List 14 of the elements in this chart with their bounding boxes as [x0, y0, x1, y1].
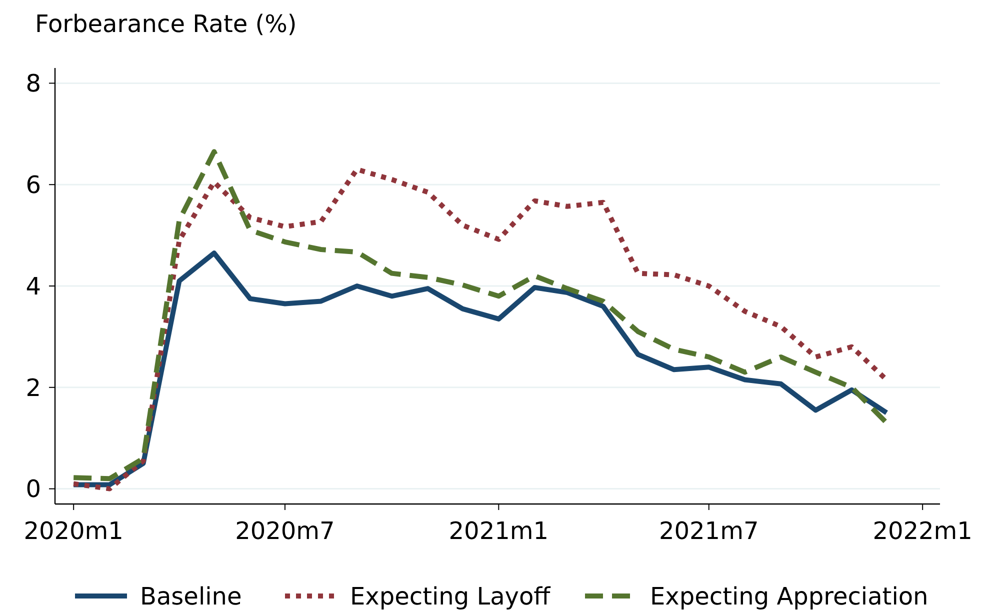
legend-label: Expecting Appreciation [650, 582, 928, 610]
y-tick-label: 4 [26, 272, 41, 300]
x-tick-label: 2021m7 [659, 517, 759, 545]
x-tick-label: 2022m1 [872, 517, 972, 545]
x-tick-label: 2020m7 [235, 517, 335, 545]
legend-label: Expecting Layoff [350, 582, 551, 610]
y-tick-label: 8 [26, 70, 41, 98]
y-tick-label: 0 [26, 475, 41, 504]
y-axis-title: Forbearance Rate (%) [35, 10, 297, 38]
x-tick-label: 2020m1 [24, 517, 124, 545]
y-tick-label: 6 [26, 171, 41, 200]
legend-label: Baseline [140, 582, 242, 610]
y-tick-label: 2 [26, 374, 41, 402]
x-tick-label: 2021m1 [448, 517, 549, 545]
